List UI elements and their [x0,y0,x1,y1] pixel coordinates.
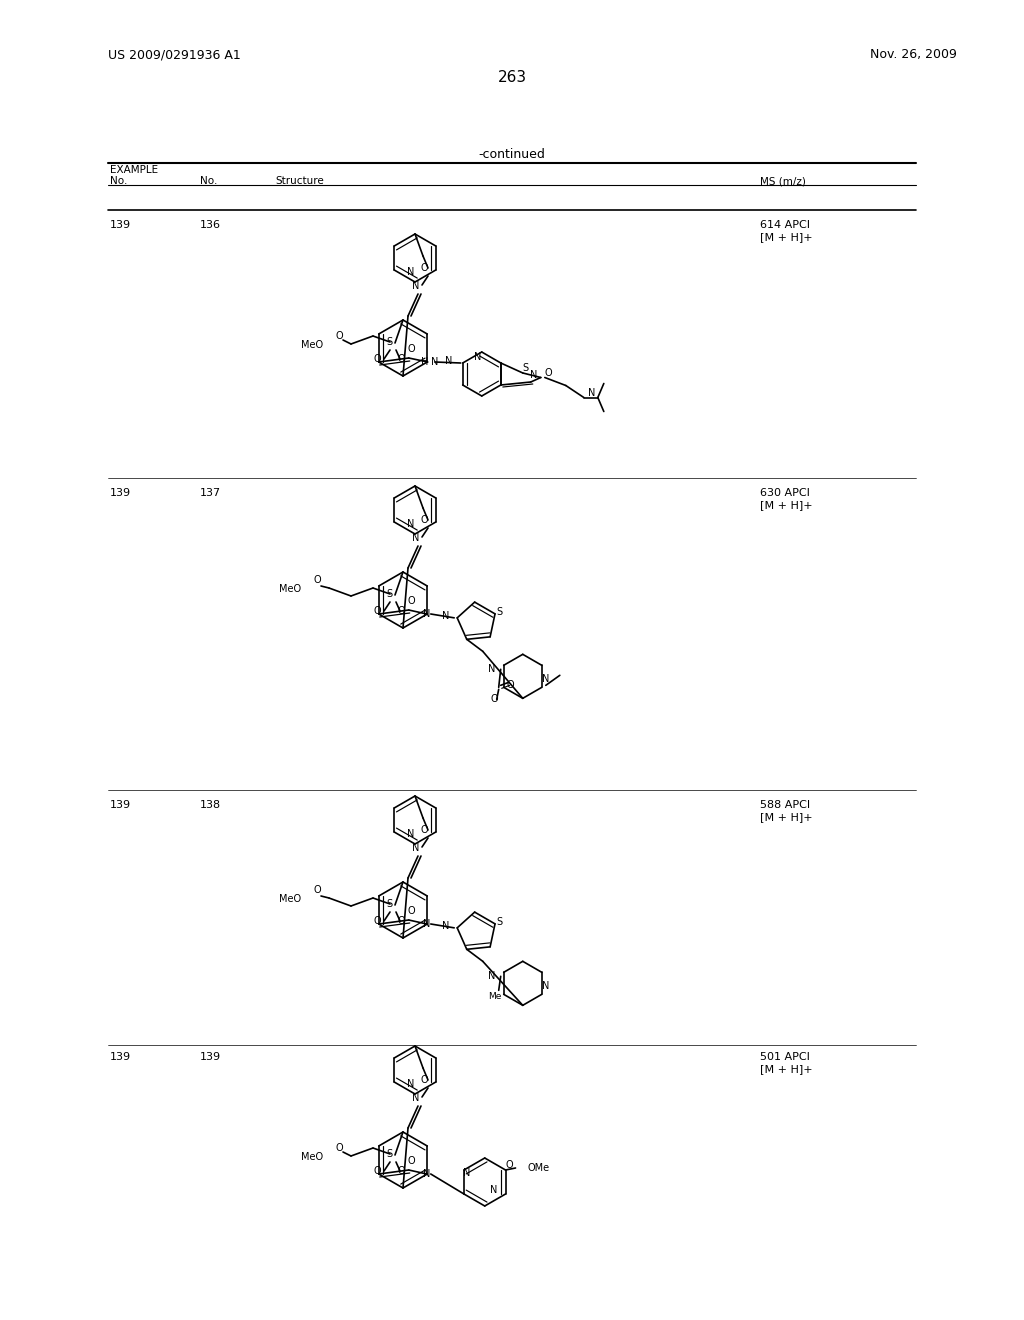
Text: 630 APCI: 630 APCI [760,488,810,498]
Text: N: N [463,1168,471,1177]
Text: N: N [542,675,550,684]
Text: 139: 139 [110,1052,131,1063]
Text: N: N [408,1078,415,1089]
Text: O: O [313,884,321,895]
Text: S: S [386,1148,392,1159]
Text: S: S [496,607,502,616]
Text: O: O [397,606,404,616]
Text: MeO: MeO [301,341,323,350]
Text: N: N [441,611,449,620]
Text: EXAMPLE: EXAMPLE [110,165,158,176]
Text: 138: 138 [200,800,221,810]
Text: O: O [506,1160,513,1170]
Text: N: N [408,267,415,277]
Text: O: O [408,1156,416,1166]
Text: 139: 139 [110,800,131,810]
Text: 139: 139 [110,220,131,230]
Text: [M + H]+: [M + H]+ [760,500,813,510]
Text: N: N [413,1093,420,1104]
Text: 137: 137 [200,488,221,498]
Text: N: N [408,519,415,529]
Text: MeO: MeO [279,583,301,594]
Text: N: N [413,843,420,853]
Text: 588 APCI: 588 APCI [760,800,810,810]
Text: N: N [489,1185,498,1195]
Text: O: O [420,825,428,836]
Text: N: N [408,829,415,840]
Text: O: O [373,1166,381,1176]
Text: N: N [488,664,496,675]
Text: O: O [408,906,416,916]
Text: N: N [445,356,453,366]
Text: O: O [335,1143,343,1152]
Text: N: N [530,370,538,380]
Text: 501 APCI: 501 APCI [760,1052,810,1063]
Text: N: N [423,1170,430,1179]
Text: MeO: MeO [279,894,301,904]
Text: O: O [373,916,381,927]
Text: N: N [588,388,595,397]
Text: [M + H]+: [M + H]+ [760,812,813,822]
Text: S: S [386,899,392,909]
Text: N: N [423,919,430,929]
Text: OMe: OMe [527,1163,550,1173]
Text: N: N [431,356,438,367]
Text: O: O [490,694,499,705]
Text: O: O [408,345,416,354]
Text: 139: 139 [110,488,131,498]
Text: O: O [313,576,321,585]
Text: MeO: MeO [301,1152,323,1162]
Text: O: O [420,263,428,273]
Text: 263: 263 [498,70,526,84]
Text: N: N [542,981,550,991]
Text: O: O [335,331,343,341]
Text: No.: No. [110,176,127,186]
Text: O: O [545,367,553,378]
Text: O: O [507,680,514,690]
Text: S: S [386,337,392,347]
Text: Nov. 26, 2009: Nov. 26, 2009 [870,48,956,61]
Text: O: O [373,354,381,364]
Text: O: O [420,1074,428,1085]
Text: N: N [413,281,420,290]
Text: No.: No. [200,176,217,186]
Text: N: N [413,533,420,543]
Text: 136: 136 [200,220,221,230]
Text: [M + H]+: [M + H]+ [760,1064,813,1074]
Text: -continued: -continued [478,148,546,161]
Text: N: N [474,352,481,362]
Text: Me: Me [488,993,502,1002]
Text: S: S [496,917,502,927]
Text: O: O [373,606,381,616]
Text: O: O [420,515,428,525]
Text: O: O [397,916,404,927]
Text: N: N [488,972,496,981]
Text: S: S [386,589,392,599]
Text: 614 APCI: 614 APCI [760,220,810,230]
Text: 139: 139 [200,1052,221,1063]
Text: N: N [423,609,430,619]
Text: Structure: Structure [275,176,324,186]
Text: O: O [408,597,416,606]
Text: O: O [397,354,404,364]
Text: O: O [397,1166,404,1176]
Text: S: S [522,363,528,374]
Text: MS (m/z): MS (m/z) [760,176,806,186]
Text: N: N [441,921,449,931]
Text: US 2009/0291936 A1: US 2009/0291936 A1 [108,48,241,61]
Text: H: H [421,356,428,367]
Text: [M + H]+: [M + H]+ [760,232,813,242]
